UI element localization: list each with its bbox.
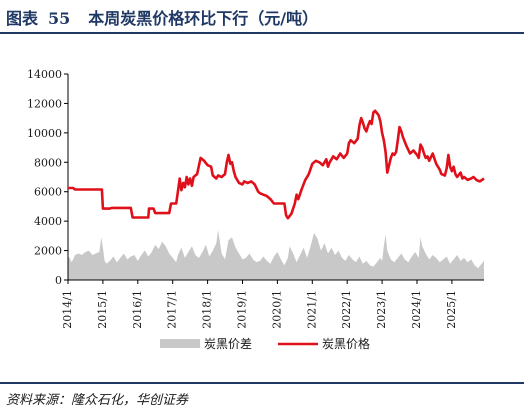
x-tick-label-1: 2015/1	[96, 290, 109, 329]
x-tick-label-9: 2023/1	[375, 290, 388, 329]
x-tick-label-11: 2025/1	[445, 290, 458, 329]
y-tick-label-7: 14000	[27, 68, 62, 81]
figure-number: 55	[48, 9, 71, 28]
figure-label: 图表	[6, 9, 39, 28]
series-area-0	[68, 230, 484, 280]
title-rule	[0, 32, 524, 34]
x-tick-label-10: 2024/1	[410, 290, 423, 329]
y-tick-label-3: 6000	[34, 186, 62, 199]
y-tick-label-0: 0	[55, 274, 62, 287]
y-tick-label-5: 10000	[27, 127, 62, 140]
x-tick-label-3: 2017/1	[166, 290, 179, 329]
legend-label-0: 炭黑价差	[204, 337, 252, 351]
source-note: 资料来源：隆众石化，华创证券	[6, 393, 189, 408]
line-chart: 0 2000 4000 6000 8000 10000 12000 14000 2014/1 20…	[27, 68, 485, 351]
y-tick-label-4: 8000	[34, 156, 62, 169]
y-tick-label-6: 12000	[27, 97, 62, 110]
x-tick-label-7: 2021/1	[305, 290, 318, 329]
y-tick-label-2: 4000	[34, 215, 62, 228]
legend-label-1: 炭黑价格	[322, 336, 370, 351]
x-tick-label-2: 2016/1	[131, 290, 144, 329]
x-tick-label-5: 2019/1	[235, 290, 248, 329]
chart-title: 本周炭黑价格环比下行（元/吨）	[88, 9, 319, 28]
series-line-1	[68, 109, 485, 220]
legend-swatch-0	[160, 339, 200, 348]
y-tick-label-1: 2000	[34, 245, 62, 258]
source-rule	[0, 382, 524, 384]
x-tick-label-4: 2018/1	[201, 290, 214, 329]
x-tick-label-0: 2014/1	[61, 290, 74, 329]
x-tick-label-8: 2022/1	[340, 290, 353, 329]
figure-title: 图表 55 本周炭黑价格环比下行（元/吨）	[6, 5, 318, 29]
x-tick-label-6: 2020/1	[270, 290, 283, 329]
